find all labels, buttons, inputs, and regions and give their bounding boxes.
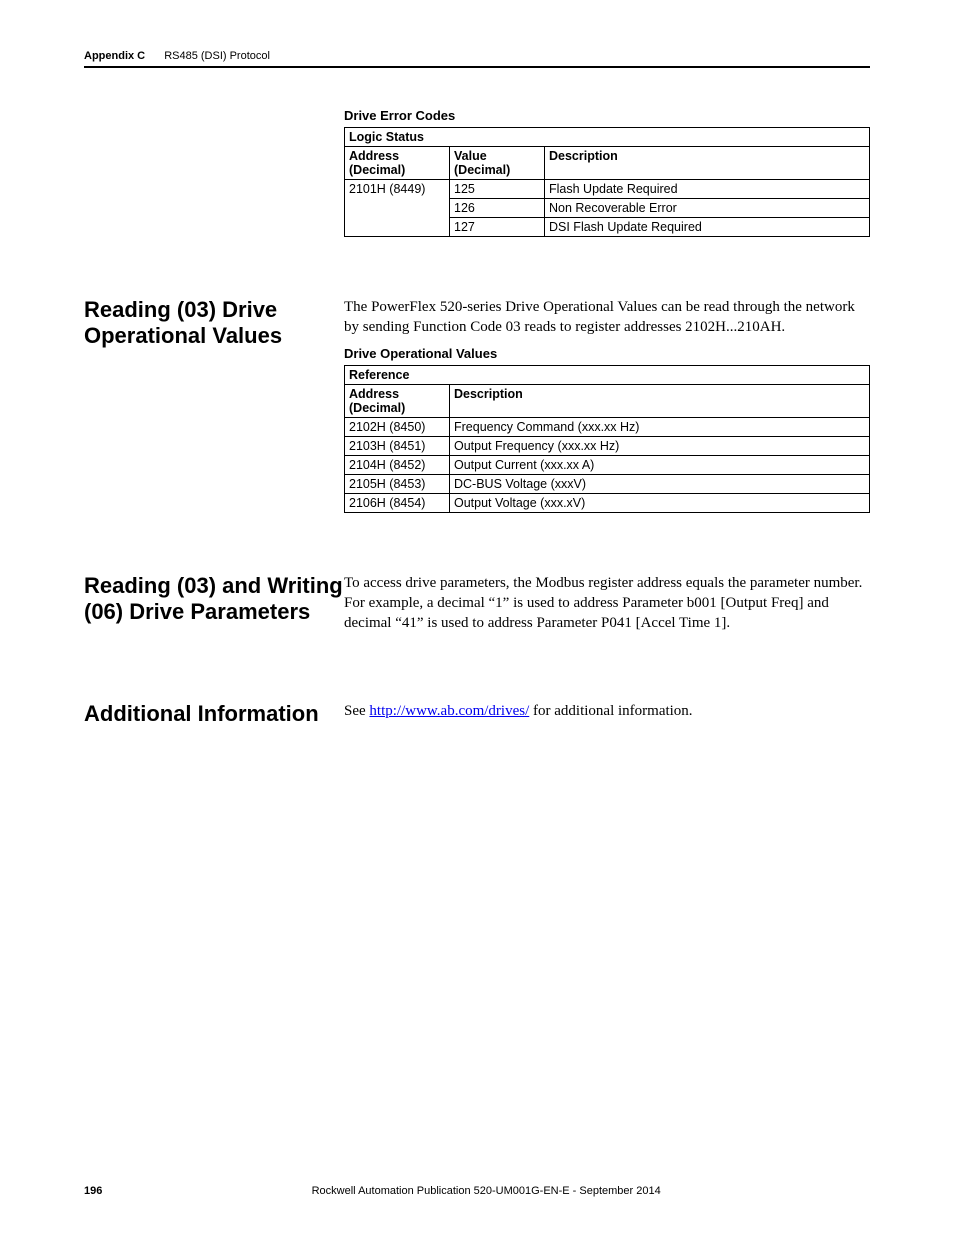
page-number: 196	[84, 1185, 102, 1197]
table2-span-header: Reference	[345, 365, 870, 384]
table-cell: Flash Update Required	[545, 180, 870, 199]
header-rule	[84, 66, 870, 68]
table1-col-addr: Address (Decimal)	[345, 147, 450, 180]
table-cell: 2105H (8453)	[345, 474, 450, 493]
appendix-label: Appendix C	[84, 50, 145, 62]
section3-body-post: for additional information.	[529, 703, 692, 719]
table-cell: Non Recoverable Error	[545, 199, 870, 218]
publication-info: Rockwell Automation Publication 520-UM00…	[84, 1185, 870, 1197]
page-header: Appendix C RS485 (DSI) Protocol	[84, 50, 870, 62]
table-cell: 2104H (8452)	[345, 455, 450, 474]
section3-body: See http://www.ab.com/drives/ for additi…	[344, 701, 870, 721]
table-cell: 2102H (8450)	[345, 417, 450, 436]
table-cell: 2103H (8451)	[345, 436, 450, 455]
table2-col-desc: Description	[450, 384, 870, 417]
appendix-title: RS485 (DSI) Protocol	[164, 50, 270, 62]
section3-heading: Additional Information	[84, 701, 344, 727]
section2-heading: Reading (03) and Writing (06) Drive Para…	[84, 573, 344, 626]
drives-link[interactable]: http://www.ab.com/drives/	[369, 703, 529, 719]
table1-col-val: Value (Decimal)	[450, 147, 545, 180]
section1-body: The PowerFlex 520-series Drive Operation…	[344, 297, 870, 338]
table1-col-desc: Description	[545, 147, 870, 180]
table-cell: 2101H (8449)	[345, 180, 450, 237]
table-cell: Frequency Command (xxx.xx Hz)	[450, 417, 870, 436]
table-cell: 126	[450, 199, 545, 218]
table2-title: Drive Operational Values	[344, 346, 870, 361]
section2-body: To access drive parameters, the Modbus r…	[344, 573, 870, 634]
table-cell: 2106H (8454)	[345, 493, 450, 512]
table-cell: DSI Flash Update Required	[545, 218, 870, 237]
section3-body-pre: See	[344, 703, 369, 719]
table-cell: 125	[450, 180, 545, 199]
drive-operational-values-table: Reference Address (Decimal) Description …	[344, 365, 870, 513]
table1-title: Drive Error Codes	[344, 108, 870, 123]
page-footer: 196 Rockwell Automation Publication 520-…	[84, 1185, 870, 1197]
table-cell: Output Current (xxx.xx A)	[450, 455, 870, 474]
table1-span-header: Logic Status	[345, 128, 870, 147]
table-cell: DC-BUS Voltage (xxxV)	[450, 474, 870, 493]
table2-col-addr: Address (Decimal)	[345, 384, 450, 417]
table-cell: Output Voltage (xxx.xV)	[450, 493, 870, 512]
table-cell: 127	[450, 218, 545, 237]
section1-heading: Reading (03) Drive Operational Values	[84, 297, 344, 350]
drive-error-codes-table: Logic Status Address (Decimal) Value (De…	[344, 127, 870, 237]
table-cell: Output Frequency (xxx.xx Hz)	[450, 436, 870, 455]
